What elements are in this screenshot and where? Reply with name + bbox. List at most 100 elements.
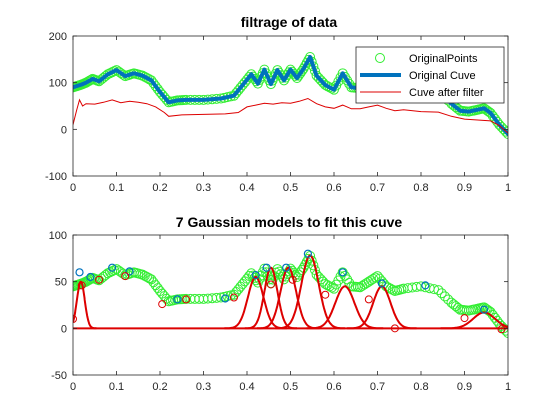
boundary-marker bbox=[266, 280, 275, 289]
gaussian-component bbox=[306, 285, 384, 330]
top-y-axis: -100 0 100 200 bbox=[45, 31, 508, 183]
peak-marker bbox=[86, 272, 95, 282]
data-point bbox=[339, 270, 350, 281]
original-point bbox=[342, 75, 353, 86]
data-point bbox=[82, 275, 93, 286]
bottom-series-layer bbox=[73, 249, 508, 338]
top-y-tick-label: 200 bbox=[49, 31, 67, 43]
bottom-x-tick-label: 0.2 bbox=[152, 381, 167, 393]
bottom-x-tick-label: 1 bbox=[505, 381, 511, 393]
bottom-x-tick-label: 0.4 bbox=[239, 381, 254, 393]
bottom-x-tick-label: 0.8 bbox=[413, 381, 428, 393]
gaussian-component bbox=[257, 266, 320, 330]
original-point bbox=[298, 63, 309, 74]
bottom-x-tick-label: 0.6 bbox=[326, 381, 341, 393]
top-x-tick-label: 0.2 bbox=[152, 182, 167, 194]
peak-marker bbox=[251, 271, 260, 280]
filtered-curve-line bbox=[73, 97, 508, 134]
top-x-tick-label: 0.3 bbox=[196, 182, 211, 194]
peak-marker bbox=[173, 295, 182, 304]
gaussian-component bbox=[347, 285, 417, 330]
axes-bottom: 7 Gaussian models to fit this cuve 0 0.1 0… bbox=[49, 214, 511, 393]
bottom-plot-area bbox=[73, 235, 508, 375]
peak-marker bbox=[221, 294, 230, 303]
boundary-marker bbox=[321, 290, 330, 299]
top-chart-title: filtrage of data bbox=[241, 14, 338, 30]
gaussian-component bbox=[73, 280, 97, 330]
peak-marker bbox=[125, 267, 134, 276]
top-x-tick-label: 0.1 bbox=[109, 182, 124, 194]
top-legend: OriginalPoints Original Cuve Cuve after … bbox=[355, 46, 505, 104]
data-point bbox=[337, 267, 348, 278]
top-x-tick-label: 0.8 bbox=[413, 182, 428, 194]
gaussian-component bbox=[224, 275, 287, 330]
legend-label-original-curve: Original Cuve bbox=[409, 70, 476, 82]
boundary-marker bbox=[182, 295, 191, 304]
bottom-y-axis: -50 0 50 100 bbox=[49, 230, 508, 382]
boundary-marker bbox=[288, 275, 297, 284]
original-point bbox=[503, 129, 508, 139]
top-x-tick-label: 0.7 bbox=[370, 182, 385, 194]
original-point bbox=[482, 105, 493, 116]
data-point bbox=[211, 292, 222, 303]
boundary-marker bbox=[73, 315, 77, 323]
bottom-x-tick-label: 0.5 bbox=[283, 381, 298, 393]
boundary-marker bbox=[364, 295, 373, 304]
bottom-x-tick-label: 0.3 bbox=[196, 381, 211, 393]
boundary-marker bbox=[95, 275, 104, 284]
boundary-marker bbox=[460, 314, 469, 323]
bottom-y-tick-label: 0 bbox=[61, 323, 67, 335]
peak-marker bbox=[262, 263, 271, 272]
gaussian-component bbox=[275, 254, 345, 330]
bottom-x-tick-label: 0 bbox=[70, 381, 76, 393]
peak-marker bbox=[108, 263, 117, 272]
bottom-x-tick-label: 0.9 bbox=[457, 381, 472, 393]
top-x-tick-label: 0 bbox=[70, 182, 76, 194]
boundary-marker bbox=[390, 324, 399, 333]
bottom-x-tick-label: 0.7 bbox=[370, 381, 385, 393]
top-x-axis: 0 0.1 0.2 0.3 0.4 0.5 0.6 0.7 0.8 0.9 1 bbox=[70, 36, 511, 194]
data-point bbox=[429, 284, 440, 295]
bottom-y-tick-label: -50 bbox=[51, 370, 67, 382]
boundary-marker bbox=[158, 300, 167, 309]
legend-label-original-points: OriginalPoints bbox=[409, 53, 478, 65]
data-point bbox=[439, 291, 450, 302]
peak-marker bbox=[377, 279, 386, 288]
top-x-tick-label: 0.5 bbox=[283, 182, 298, 194]
top-x-tick-label: 0.9 bbox=[457, 182, 472, 194]
peak-marker bbox=[338, 268, 347, 277]
data-point bbox=[290, 269, 301, 280]
data-point bbox=[215, 292, 226, 303]
legend-marker-original-points bbox=[375, 53, 385, 63]
bottom-x-axis: 0 0.1 0.2 0.3 0.4 0.5 0.6 0.7 0.8 0.9 1 bbox=[70, 235, 511, 393]
data-point bbox=[73, 281, 78, 292]
data-point bbox=[342, 274, 353, 285]
legend-label-filtered-curve: Cuve after filter bbox=[409, 87, 484, 99]
data-point bbox=[296, 265, 307, 275]
top-x-tick-label: 0.6 bbox=[326, 182, 341, 194]
peak-marker bbox=[282, 263, 291, 272]
top-y-tick-label: 100 bbox=[49, 78, 67, 90]
data-point bbox=[503, 328, 508, 338]
boundary-marker bbox=[497, 325, 506, 334]
gaussian-component bbox=[244, 266, 297, 330]
original-point bbox=[337, 68, 348, 79]
data-point bbox=[84, 274, 95, 285]
original-point bbox=[296, 66, 307, 76]
boundary-marker bbox=[77, 281, 86, 290]
original-point bbox=[500, 126, 508, 137]
gaussian-component bbox=[440, 311, 508, 330]
peak-marker bbox=[75, 268, 84, 277]
data-point bbox=[433, 285, 444, 296]
bottom-x-tick-label: 0.1 bbox=[109, 381, 124, 393]
bottom-chart-title: 7 Gaussian models to fit this cuve bbox=[176, 214, 403, 230]
top-x-tick-label: 0.4 bbox=[239, 182, 254, 194]
boundary-marker bbox=[121, 272, 130, 281]
bottom-y-tick-label: 100 bbox=[49, 230, 67, 242]
top-x-tick-label: 1 bbox=[505, 182, 511, 194]
peak-marker bbox=[421, 281, 430, 290]
original-point bbox=[278, 75, 289, 86]
data-point bbox=[436, 288, 447, 299]
peak-marker bbox=[303, 249, 312, 258]
